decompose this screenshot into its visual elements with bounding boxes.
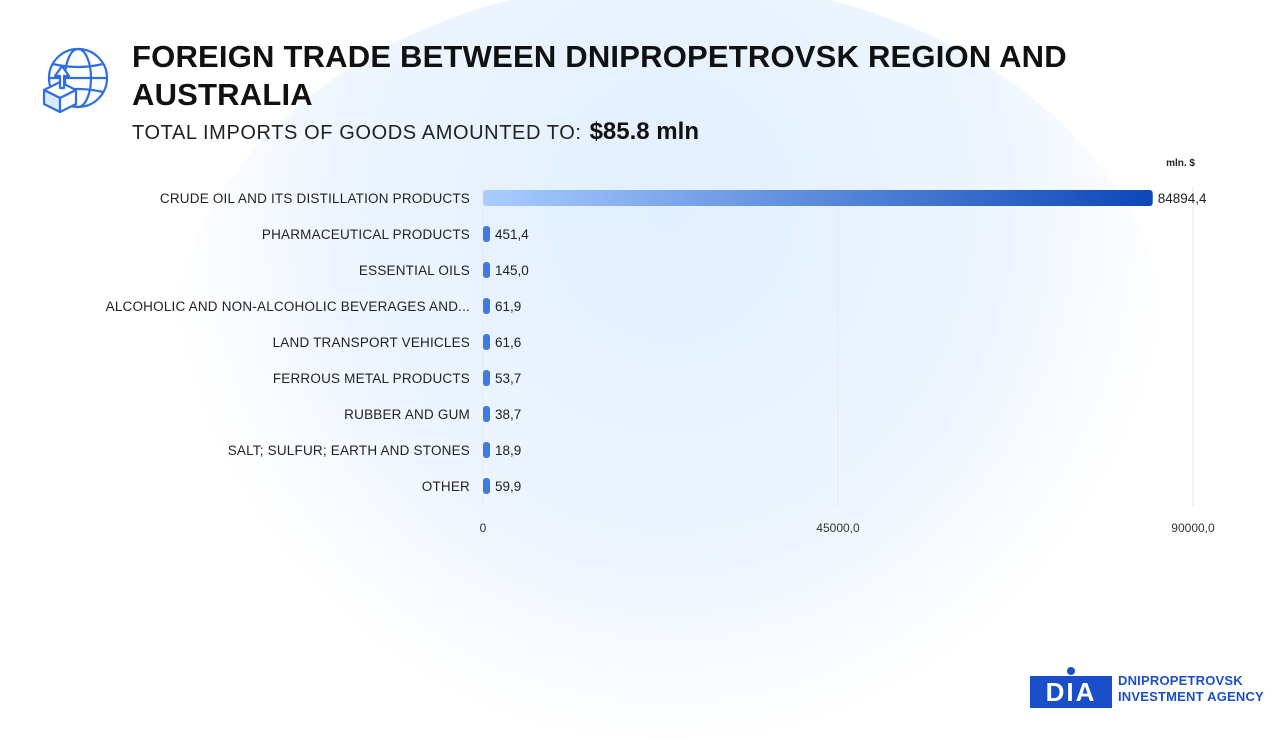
category-label: LAND TRANSPORT VEHICLES	[273, 335, 470, 350]
category-label: OTHER	[422, 479, 470, 494]
category-label: ESSENTIAL OILS	[359, 263, 470, 278]
globe-box-upload-icon	[42, 47, 109, 114]
page-title: FOREIGN TRADE BETWEEN DNIPROPETROVSK REG…	[132, 39, 1067, 112]
bar	[483, 334, 490, 350]
bar	[483, 298, 490, 314]
bar	[483, 442, 490, 458]
value-label: 59,9	[495, 479, 521, 494]
subtitle: TOTAL IMPORTS OF GOODS AMOUNTED TO: $85.8…	[132, 118, 699, 146]
category-label: SALT; SULFUR; EARTH AND STONES	[228, 443, 470, 458]
value-label: 145,0	[495, 263, 529, 278]
value-label: 84894,4	[1158, 191, 1207, 206]
bar	[483, 478, 490, 494]
x-tick-label: 45000,0	[816, 521, 860, 535]
value-label: 61,6	[495, 335, 521, 350]
value-label: 53,7	[495, 371, 521, 386]
dia-logo-mark: DIA	[1030, 667, 1112, 708]
category-label: PHARMACEUTICAL PRODUCTS	[262, 227, 470, 242]
background-glow	[170, 0, 1170, 740]
subtitle-value: $85.8 mln	[589, 118, 699, 145]
dia-logo: DIA DNIPROPETROVSK INVESTMENT AGENCY	[1030, 666, 1264, 710]
dia-logo-mark-text: DIA	[1046, 677, 1097, 707]
value-label: 61,9	[495, 299, 521, 314]
bar	[483, 370, 490, 386]
x-tick-label: 90000,0	[1171, 521, 1215, 535]
unit-label: mln. $	[1166, 158, 1195, 169]
imports-bar-chart: 0 45000,0 90000,0 mln. $ CRUDE OIL AND ITS D…	[106, 158, 1215, 535]
dia-logo-line1: DNIPROPETROVSK	[1118, 673, 1243, 688]
value-label: 18,9	[495, 443, 521, 458]
category-label: RUBBER AND GUM	[344, 407, 470, 422]
category-label: FERROUS METAL PRODUCTS	[273, 371, 470, 386]
category-label: CRUDE OIL AND ITS DISTILLATION PRODUCTS	[160, 191, 470, 206]
bar	[483, 406, 490, 422]
x-tick-label: 0	[480, 521, 487, 535]
value-label: 451,4	[495, 227, 529, 242]
bar	[483, 226, 490, 242]
dia-logo-line2: INVESTMENT AGENCY	[1118, 689, 1264, 704]
bar	[483, 190, 1153, 206]
subtitle-label: TOTAL IMPORTS OF GOODS AMOUNTED TO:	[132, 122, 582, 144]
value-label: 38,7	[495, 407, 521, 422]
bar	[483, 262, 490, 278]
category-label: ALCOHOLIC AND NON-ALCOHOLIC BEVERAGES AN…	[106, 299, 470, 314]
dia-logo-name: DNIPROPETROVSK INVESTMENT AGENCY	[1118, 673, 1264, 705]
